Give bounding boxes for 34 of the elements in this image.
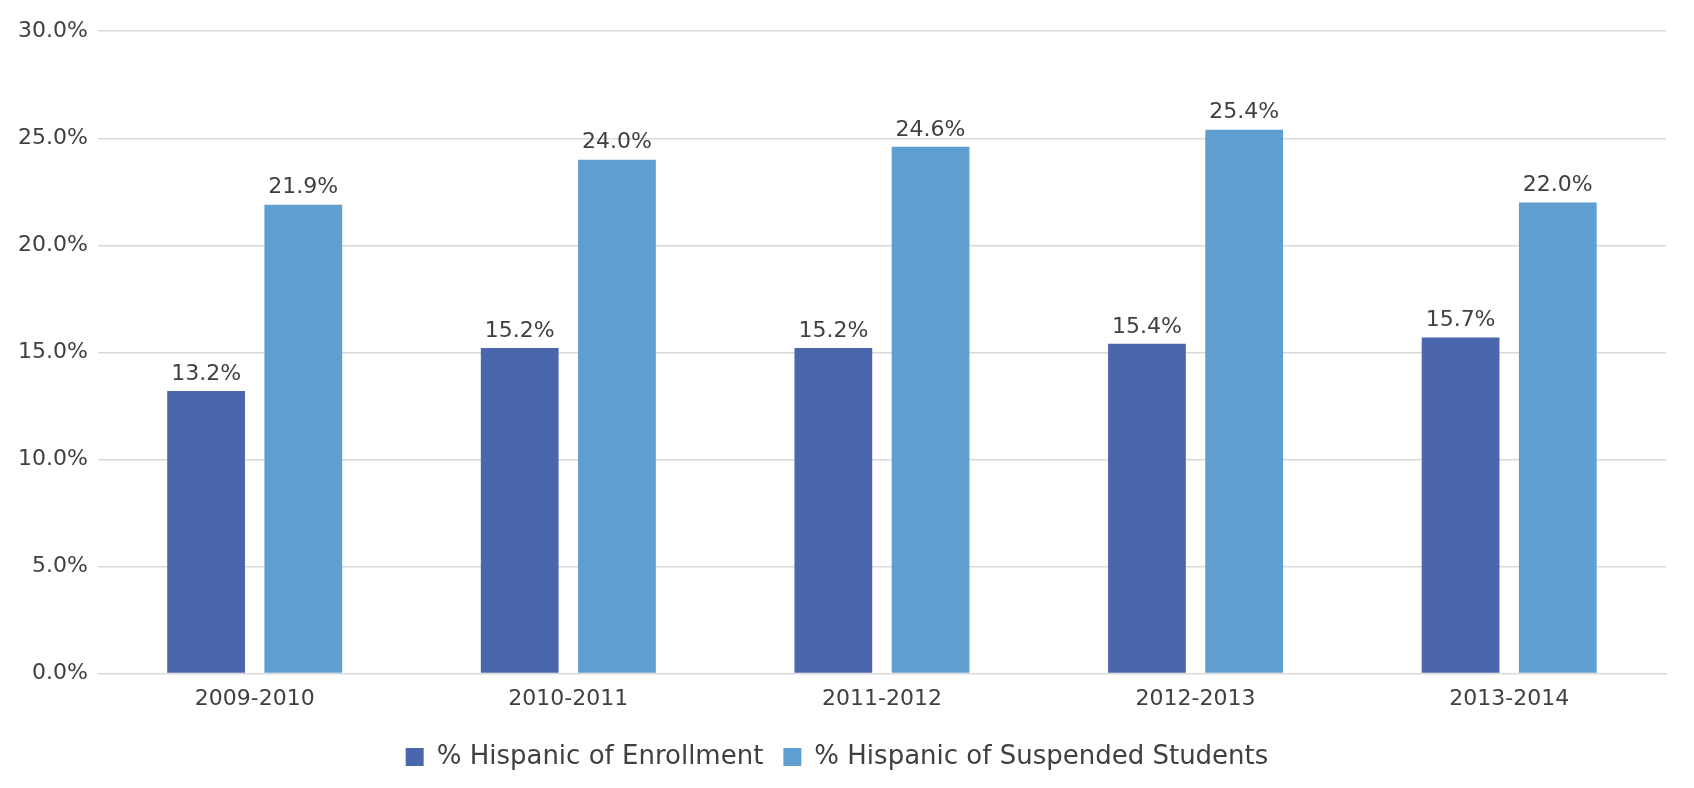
x-tick-label: 2012-2013	[1135, 684, 1256, 710]
data-label: 21.9%	[268, 173, 339, 199]
bar	[1421, 337, 1500, 673]
data-label: 22.0%	[1522, 171, 1593, 197]
legend-label: % Hispanic of Suspended Students	[814, 739, 1269, 770]
bar	[264, 204, 343, 673]
data-label: 24.0%	[581, 128, 652, 154]
data-label: 15.2%	[484, 316, 555, 342]
x-tick-label: 2013-2014	[1449, 684, 1570, 710]
bar	[578, 159, 656, 673]
data-label: 15.4%	[1112, 312, 1182, 338]
x-tick-label: 2009-2010	[194, 684, 315, 710]
bar	[1205, 129, 1284, 673]
x-tick-label: 2011-2012	[821, 684, 942, 710]
y-tick-label: 0.0%	[31, 659, 88, 685]
data-label: 13.2%	[171, 359, 242, 385]
x-tick-label: 2010-2011	[508, 684, 629, 710]
y-tick-label: 5.0%	[31, 552, 88, 578]
data-label: 25.4%	[1209, 98, 1280, 124]
data-label: 15.2%	[798, 316, 869, 342]
bar	[794, 348, 873, 673]
bar	[480, 348, 559, 673]
y-tick-label: 15.0%	[18, 338, 88, 364]
bar	[891, 146, 970, 673]
y-tick-label: 10.0%	[18, 445, 88, 471]
y-tick-label: 25.0%	[18, 123, 88, 149]
data-label: 15.7%	[1425, 306, 1496, 332]
y-tick-label: 20.0%	[18, 231, 88, 257]
bar	[1518, 202, 1597, 673]
data-label: 24.6%	[895, 115, 966, 141]
y-tick-label: 30.0%	[18, 16, 88, 42]
legend-label: % Hispanic of Enrollment	[436, 739, 764, 770]
bar	[1108, 343, 1186, 673]
bar	[167, 390, 245, 673]
